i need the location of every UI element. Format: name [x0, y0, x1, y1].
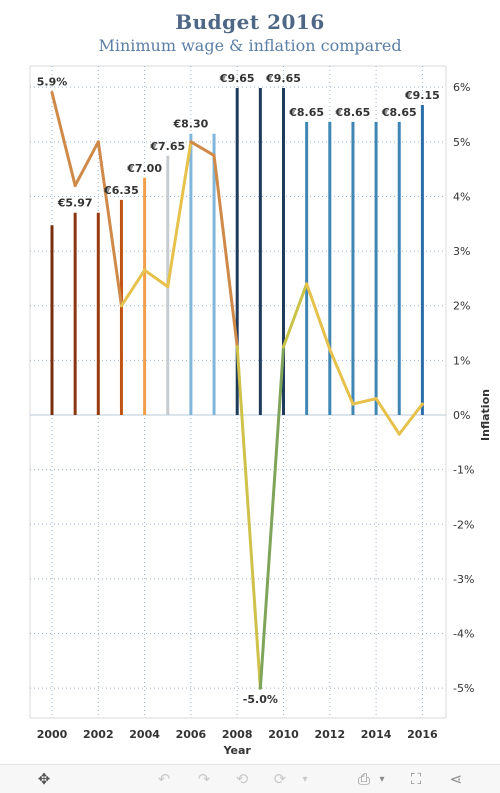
line-point — [420, 402, 424, 406]
line-point — [166, 285, 170, 289]
line-point — [328, 347, 332, 351]
line-segment — [96, 140, 123, 308]
refresh-icon[interactable]: ⟳ — [273, 770, 287, 788]
line-segment — [351, 397, 378, 406]
x-tick-label: 2008 — [222, 728, 253, 741]
line-segment — [119, 268, 147, 308]
inflation-line — [50, 91, 424, 690]
line-point — [397, 432, 401, 436]
x-tick-label: 2002 — [83, 728, 114, 741]
line-point — [96, 140, 100, 144]
bar-data-label: €9.15 — [404, 89, 440, 102]
line-segment — [305, 282, 332, 351]
line-point — [143, 268, 147, 272]
line-segment — [166, 140, 193, 289]
x-tick-label: 2014 — [361, 728, 392, 741]
line-point — [119, 304, 123, 308]
x-tick-label: 2016 — [407, 728, 438, 741]
y-tick-label: 3% — [453, 245, 470, 258]
line-segment — [282, 282, 309, 349]
line-point — [235, 345, 239, 349]
line-point — [258, 686, 262, 690]
bar-data-label: €9.65 — [265, 72, 301, 85]
line-point — [73, 184, 77, 188]
download-icon[interactable]: ⎙ — [357, 770, 370, 788]
plot-border — [29, 65, 447, 719]
dropdown-icon[interactable]: ▾ — [302, 773, 308, 785]
line-point — [374, 397, 378, 401]
fullscreen-icon[interactable]: ⛶ — [410, 770, 422, 788]
line-point — [351, 402, 355, 406]
bar-data-label: €7.65 — [149, 140, 185, 153]
toolbar: ✥ ↶ ↷ ⟲ ⟳ ▾ ⎙ ▾ ⛶ ⋖ — [0, 764, 500, 793]
bar-data-label: €8.65 — [288, 106, 324, 119]
y-tick-label: -3% — [453, 573, 474, 586]
bar-data-label: €8.30 — [173, 118, 209, 131]
line-segment — [143, 268, 170, 289]
bar-data-label: €5.97 — [57, 197, 93, 210]
line-segment — [212, 153, 239, 349]
y-tick-label: -1% — [453, 464, 474, 477]
line-point — [50, 91, 54, 95]
bar-data-label: €8.65 — [381, 106, 417, 119]
line-segment — [374, 397, 401, 436]
line-segment — [397, 402, 424, 436]
redo-icon[interactable]: ↷ — [197, 770, 211, 788]
line-data-label: 5.9% — [37, 76, 68, 89]
x-tick-label: 2004 — [129, 728, 160, 741]
data-labels: €5.97 €6.35 €7.00 €7.65 €8.30 €9.65 €9.65 €8.65… — [37, 72, 440, 706]
y-tick-label: -2% — [453, 518, 474, 531]
y-tick-label: 6% — [453, 81, 470, 94]
line-segment — [50, 91, 77, 188]
x-tick-label: 2006 — [176, 728, 207, 741]
bar-data-label: €7.00 — [126, 162, 162, 175]
y-axis-title: Inflation — [479, 389, 492, 441]
line-segment — [258, 345, 285, 690]
line-segment — [73, 140, 100, 188]
y-tick-label: 1% — [453, 354, 470, 367]
y-tick-label: 5% — [453, 136, 470, 149]
line-point — [189, 140, 193, 144]
x-axis-title: Year — [223, 744, 252, 757]
revert-icon[interactable]: ⟲ — [235, 770, 249, 788]
axes: 2000 2002 2004 2006 2008 2010 2012 2014 2016 Year… — [37, 81, 492, 757]
line-data-label: -5.0% — [243, 693, 278, 706]
chart-subtitle: Minimum wage & inflation compared — [98, 36, 402, 55]
y-tick-label: 4% — [453, 190, 470, 203]
y-tick-label: 0% — [453, 409, 470, 422]
line-segment — [235, 345, 262, 690]
line-point — [282, 345, 285, 349]
line-segment — [189, 140, 216, 157]
bar-data-label: €9.65 — [219, 72, 255, 85]
line-point — [305, 282, 309, 286]
y-tick-label: -5% — [453, 682, 474, 695]
bar-data-label: €8.65 — [335, 106, 371, 119]
x-tick-label: 2010 — [268, 728, 299, 741]
move-icon[interactable]: ✥ — [37, 770, 51, 788]
download-dropdown-icon[interactable]: ▾ — [379, 773, 385, 785]
line-segment — [328, 347, 355, 406]
undo-icon[interactable]: ↶ — [157, 770, 171, 788]
share-icon[interactable]: ⋖ — [449, 770, 463, 788]
line-point — [212, 153, 216, 157]
bar-data-label: €6.35 — [103, 184, 139, 197]
x-tick-label: 2012 — [314, 728, 345, 741]
chart-title: Budget 2016 — [175, 10, 325, 34]
y-tick-label: 2% — [453, 300, 470, 313]
x-tick-label: 2000 — [37, 728, 68, 741]
y-tick-label: -4% — [453, 628, 474, 641]
chart: €5.97 €6.35 €7.00 €7.65 €8.30 €9.65 €9.65 €8.65… — [29, 65, 492, 757]
